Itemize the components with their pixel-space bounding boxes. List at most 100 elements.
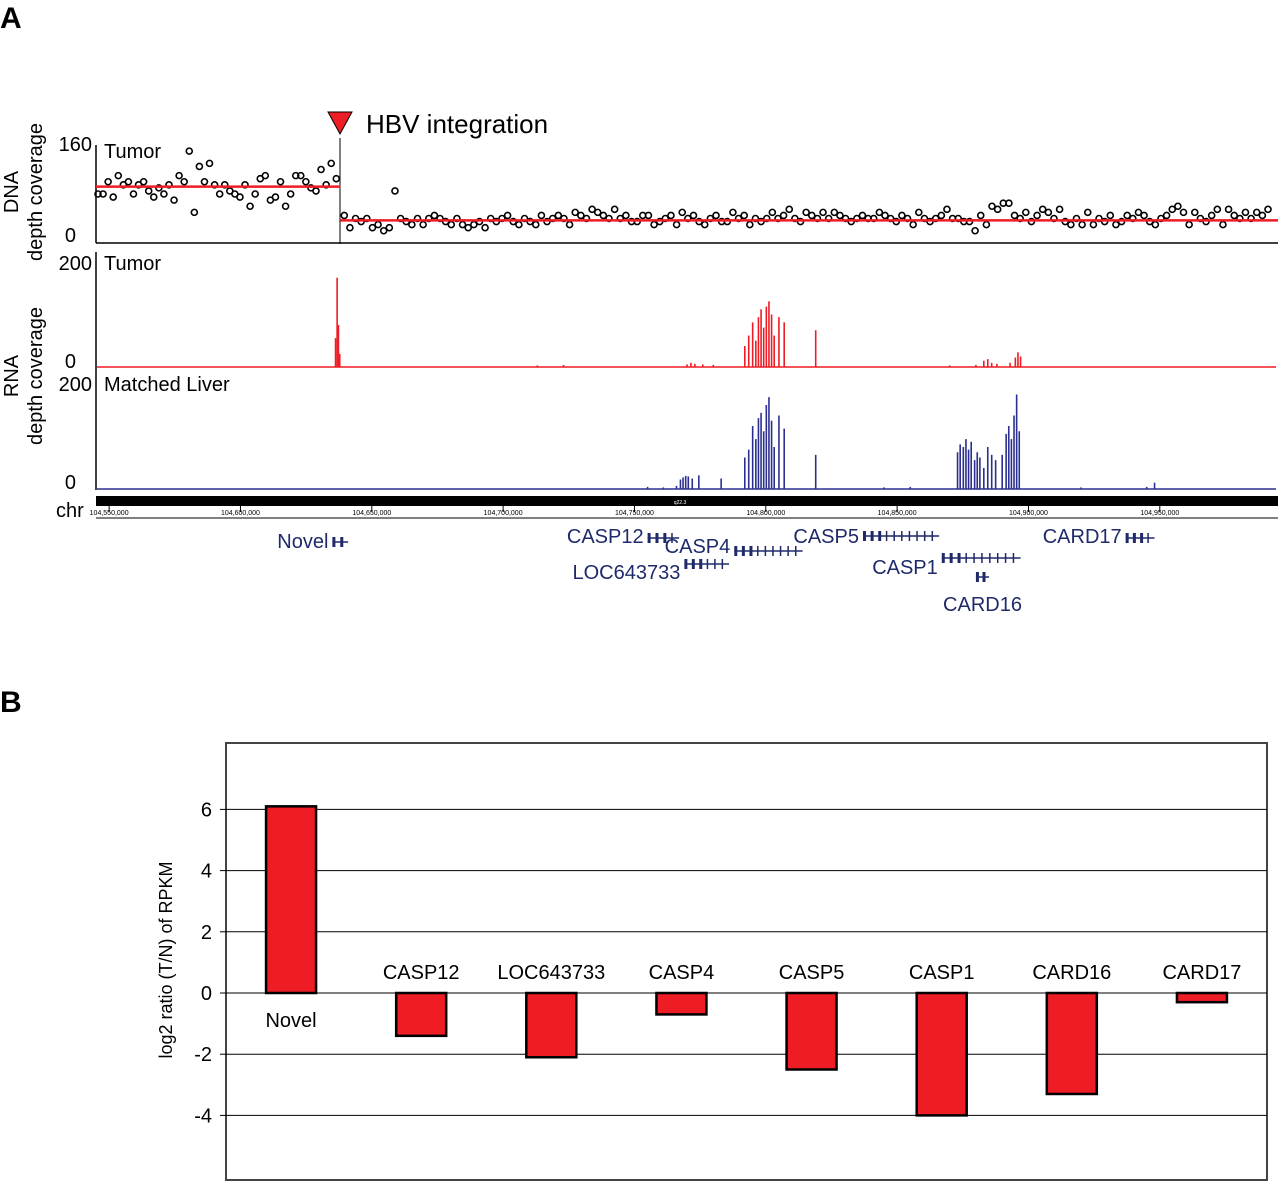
dna-axis-label-2: depth coverage xyxy=(25,123,47,261)
dna-point xyxy=(1033,211,1041,220)
coordinate-tick-label: 104,900,000 xyxy=(1009,510,1048,517)
dna-point xyxy=(464,223,472,232)
rna-axis-label-1: RNA xyxy=(1,354,23,397)
bar xyxy=(1045,991,1099,1096)
dna-ymax-label: 160 xyxy=(59,134,92,156)
dna-point xyxy=(302,177,310,186)
coordinate-tick-label: 104,650,000 xyxy=(352,510,391,517)
gene-exon xyxy=(981,553,983,563)
gene-exon xyxy=(699,559,703,569)
bar-category-label: CASP1 xyxy=(909,962,975,984)
dna-point xyxy=(1162,211,1171,220)
dna-point xyxy=(593,208,602,217)
dna-point xyxy=(943,205,951,214)
dna-point xyxy=(678,208,687,217)
dna-point xyxy=(807,211,816,220)
dna-point xyxy=(881,211,889,220)
gene-label: CASP12 xyxy=(567,526,644,548)
dna-point xyxy=(470,220,478,229)
dna-point xyxy=(1078,220,1086,229)
dna-point xyxy=(408,220,416,229)
gene-exon xyxy=(1140,533,1144,543)
dna-point xyxy=(982,220,991,229)
dna-point xyxy=(729,208,737,217)
dna-point xyxy=(1168,205,1177,214)
dna-point xyxy=(185,147,194,155)
dna-point xyxy=(577,211,585,220)
dna-mean-lines xyxy=(96,185,1278,222)
dna-point xyxy=(971,226,979,235)
gene-exon xyxy=(1147,533,1149,543)
dna-point xyxy=(175,171,183,180)
dna-point xyxy=(1241,208,1250,217)
dna-point xyxy=(346,223,354,232)
rna-tumor-peaks xyxy=(334,277,1022,367)
dna-point xyxy=(898,211,906,220)
dna-point xyxy=(236,193,244,201)
bar xyxy=(394,991,448,1038)
dna-axis-label-1: DNA xyxy=(1,170,23,213)
bar-tick-label: 6 xyxy=(201,799,212,821)
rna-liver-ymin-label: 0 xyxy=(65,472,76,494)
bar-tick-label: 2 xyxy=(201,922,212,944)
panel-a-label: A xyxy=(0,2,22,35)
rna-liver-label: Matched Liver xyxy=(104,374,230,396)
dna-point xyxy=(296,171,305,180)
gene-exon xyxy=(332,537,336,547)
dna-point xyxy=(419,220,427,229)
dna-point xyxy=(836,211,844,220)
gene-exon xyxy=(647,533,651,543)
dna-point xyxy=(271,193,280,201)
dna-point xyxy=(312,187,320,195)
gene-exon xyxy=(691,559,695,569)
gene-exon xyxy=(1012,553,1015,563)
dna-point xyxy=(700,220,709,229)
dna-point xyxy=(740,211,748,220)
gene-exon xyxy=(973,553,975,563)
dna-point xyxy=(1264,205,1272,214)
dna-point xyxy=(276,177,285,186)
dna-point xyxy=(281,202,290,211)
dna-point xyxy=(374,220,382,229)
gene-exon xyxy=(916,531,918,541)
bar-category-label: CARD17 xyxy=(1162,962,1241,984)
bar-category-label: Novel xyxy=(265,1010,316,1032)
dna-point xyxy=(746,220,754,229)
dna-point xyxy=(261,171,270,180)
gene-exon xyxy=(787,546,789,556)
integration-label: HBV integration xyxy=(366,109,548,139)
gene-exon xyxy=(923,531,926,541)
dna-point xyxy=(251,190,259,198)
dna-point xyxy=(160,190,168,198)
dna-point xyxy=(1230,211,1239,220)
bar-tick-label: -4 xyxy=(194,1105,212,1127)
dna-point xyxy=(327,159,336,168)
dna-point xyxy=(667,211,675,220)
dna-point xyxy=(768,208,777,217)
dna-point xyxy=(531,220,540,229)
bars xyxy=(264,805,1229,1117)
dna-point xyxy=(1185,220,1193,229)
dna-point xyxy=(785,205,794,214)
gene-exon xyxy=(714,559,716,569)
bar xyxy=(785,991,838,1071)
gene-exon xyxy=(684,559,688,569)
dna-point xyxy=(1038,205,1047,214)
dna-point xyxy=(976,211,985,220)
band-label: q22.3 xyxy=(674,500,687,506)
chr-label: chr xyxy=(56,500,84,522)
rna-tumor-ymin-label: 0 xyxy=(65,351,76,373)
dna-point xyxy=(650,220,658,229)
dna-point xyxy=(246,202,254,211)
gene-exon xyxy=(982,572,986,582)
dna-point xyxy=(430,211,439,220)
rna-tumor-ymax-label: 200 xyxy=(59,253,92,275)
dna-point xyxy=(385,223,394,232)
dna-point xyxy=(1005,199,1013,207)
coordinate-tick-label: 104,700,000 xyxy=(484,510,523,517)
dna-point xyxy=(1179,208,1188,217)
dna-point xyxy=(129,190,138,198)
dna-point xyxy=(819,208,827,217)
bar-category-label: LOC643733 xyxy=(497,962,605,984)
